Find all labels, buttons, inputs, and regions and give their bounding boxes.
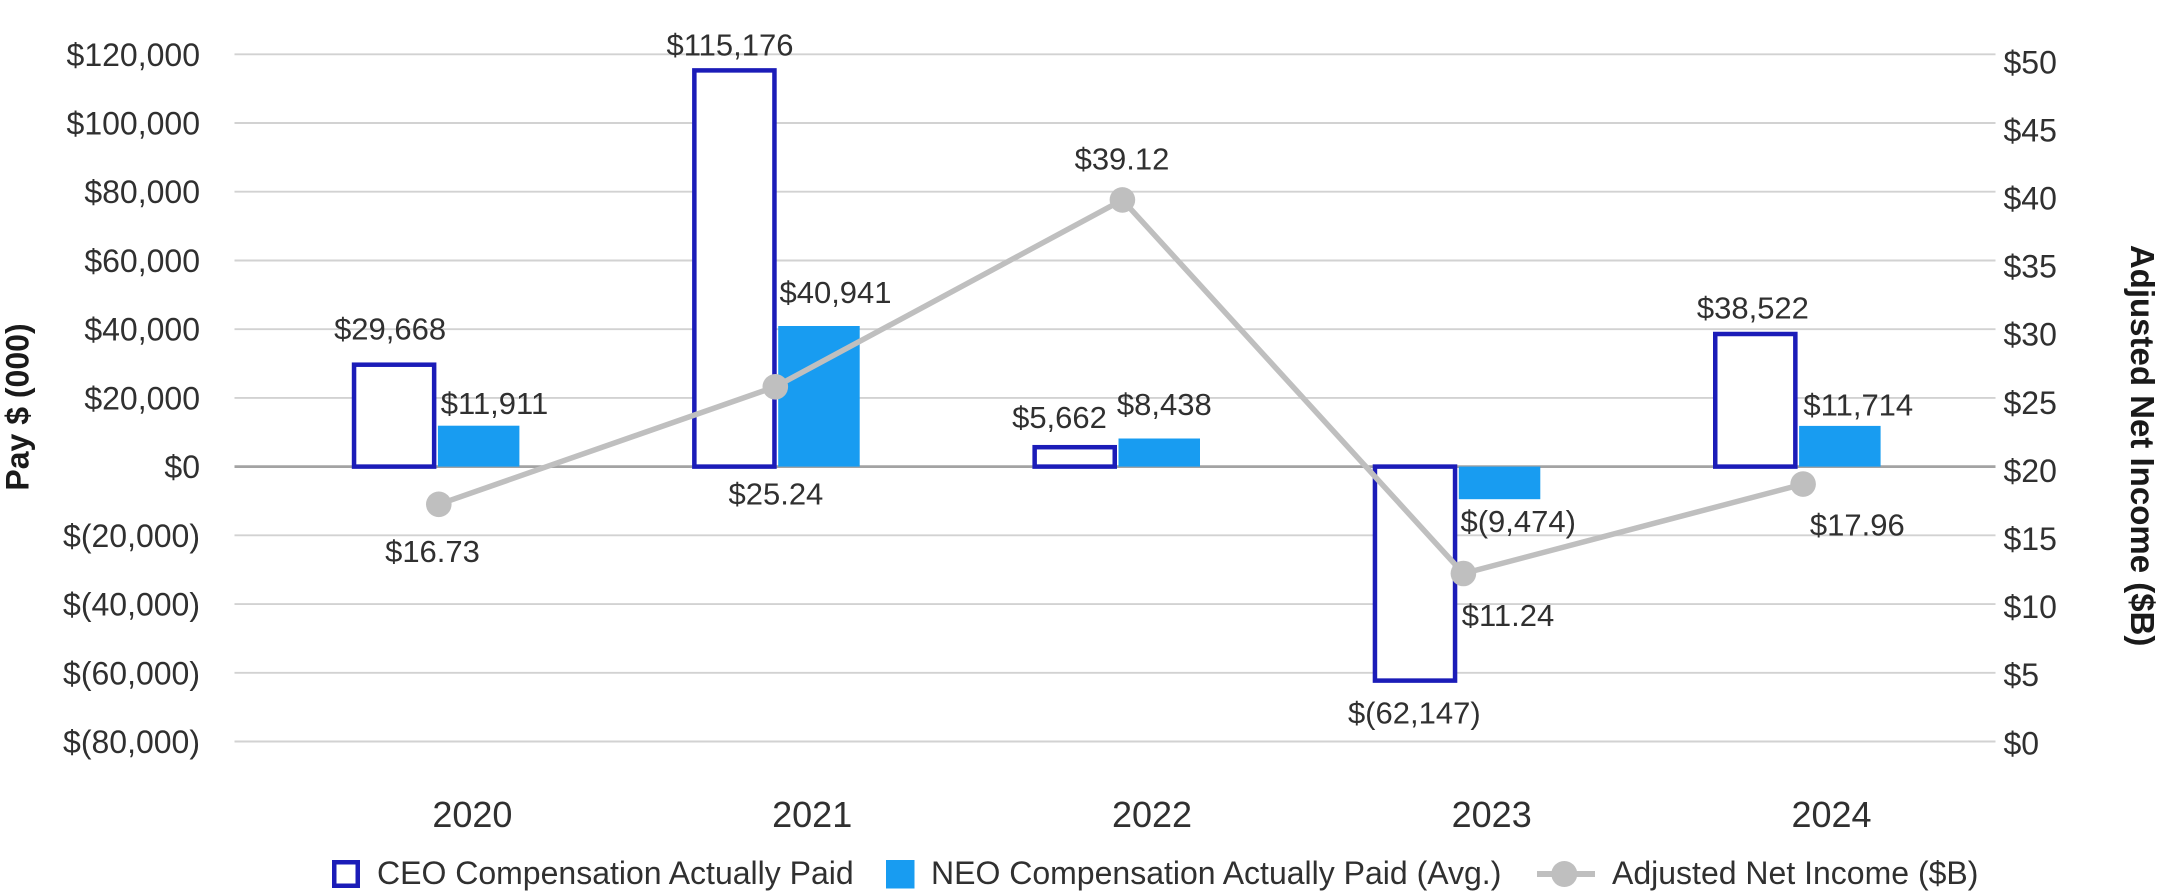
svg-text:$15: $15: [2004, 521, 2057, 557]
svg-text:$20,000: $20,000: [84, 380, 200, 416]
svg-text:2021: 2021: [772, 794, 852, 835]
svg-text:$40,941: $40,941: [779, 275, 891, 310]
svg-text:$35: $35: [2004, 249, 2057, 285]
svg-text:$25: $25: [2004, 385, 2057, 421]
svg-text:Adjusted Net Income ($B): Adjusted Net Income ($B): [1612, 855, 1978, 891]
svg-text:$5: $5: [2004, 657, 2040, 693]
svg-text:$(60,000): $(60,000): [63, 655, 200, 691]
svg-text:2022: 2022: [1112, 794, 1192, 835]
svg-text:$100,000: $100,000: [67, 106, 200, 142]
svg-text:$(40,000): $(40,000): [63, 587, 200, 623]
svg-text:2020: 2020: [432, 794, 512, 835]
svg-text:$(9,474): $(9,474): [1460, 504, 1575, 539]
svg-text:$11.24: $11.24: [1462, 598, 1555, 633]
svg-text:$120,000: $120,000: [67, 37, 200, 73]
svg-text:$25.24: $25.24: [728, 477, 823, 512]
svg-text:Adjusted Net Income ($B): Adjusted Net Income ($B): [2124, 245, 2161, 647]
svg-text:$(20,000): $(20,000): [63, 518, 200, 554]
svg-text:$(80,000): $(80,000): [63, 724, 200, 760]
svg-text:$39.12: $39.12: [1075, 142, 1170, 177]
svg-text:$20: $20: [2004, 453, 2057, 489]
svg-text:$40,000: $40,000: [84, 312, 200, 348]
svg-text:$115,176: $115,176: [667, 27, 794, 62]
svg-text:$60,000: $60,000: [84, 243, 200, 279]
svg-text:$17.96: $17.96: [1810, 508, 1905, 543]
svg-text:NEO Compensation Actually Paid: NEO Compensation Actually Paid (Avg.): [931, 855, 1501, 891]
svg-text:$50: $50: [2004, 44, 2057, 80]
svg-text:$11,714: $11,714: [1803, 387, 1913, 422]
svg-text:$0: $0: [2004, 725, 2040, 761]
svg-text:$10: $10: [2004, 589, 2057, 625]
svg-text:$(62,147): $(62,147): [1348, 695, 1481, 730]
svg-text:$8,438: $8,438: [1117, 387, 1212, 422]
svg-text:$45: $45: [2004, 112, 2057, 148]
svg-text:$5,662: $5,662: [1012, 400, 1107, 435]
svg-text:$38,522: $38,522: [1697, 291, 1809, 326]
svg-text:$11,911: $11,911: [441, 386, 548, 421]
svg-text:$0: $0: [164, 449, 200, 485]
svg-text:$30: $30: [2004, 317, 2057, 353]
svg-text:$40: $40: [2004, 181, 2057, 217]
svg-text:CEO Compensation Actually Paid: CEO Compensation Actually Paid: [377, 855, 854, 891]
svg-text:2023: 2023: [1452, 794, 1532, 835]
svg-text:$16.73: $16.73: [385, 534, 480, 569]
svg-text:2024: 2024: [1791, 794, 1871, 835]
svg-text:Pay $ (000): Pay $ (000): [0, 323, 36, 490]
svg-text:$80,000: $80,000: [84, 174, 200, 210]
svg-text:$29,668: $29,668: [334, 311, 446, 346]
